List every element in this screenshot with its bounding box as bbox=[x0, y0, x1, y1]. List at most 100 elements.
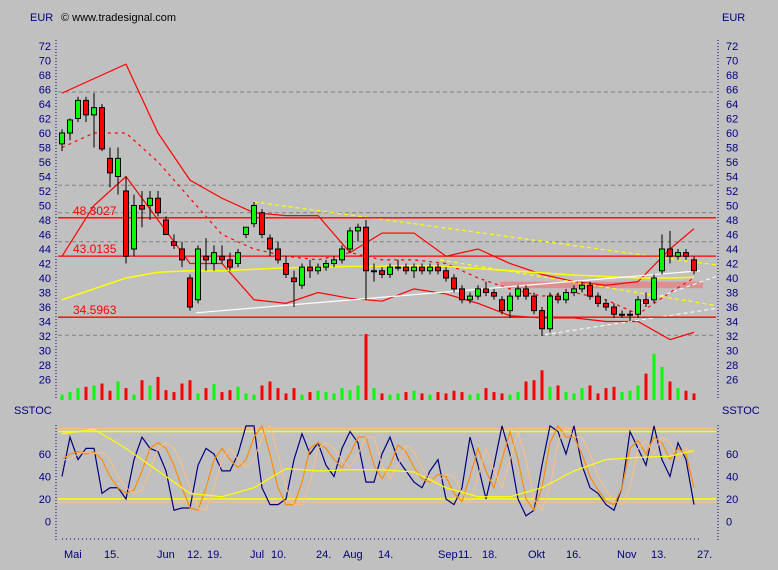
candle-body bbox=[571, 288, 577, 293]
time-tick-label: Jul bbox=[250, 549, 264, 561]
price-tick-label-right: 64 bbox=[726, 99, 738, 111]
candle-body bbox=[75, 99, 81, 119]
candle-body bbox=[539, 310, 545, 330]
candle-body bbox=[411, 266, 417, 272]
price-tick-label-left: 54 bbox=[39, 172, 51, 184]
price-tick-label-right: 42 bbox=[726, 259, 738, 271]
candle-body bbox=[379, 270, 385, 275]
volume-bar bbox=[212, 384, 216, 400]
time-tick-label: 14. bbox=[378, 549, 393, 561]
price-tick-label-right: 56 bbox=[726, 157, 738, 169]
candle-body bbox=[115, 157, 121, 177]
time-tick-label: 16. bbox=[566, 549, 581, 561]
volume-bar bbox=[364, 334, 368, 400]
candle-body bbox=[147, 197, 153, 206]
volume-bar bbox=[668, 381, 672, 400]
volume-bar bbox=[284, 393, 288, 400]
candle-body bbox=[187, 277, 193, 308]
candle-body bbox=[443, 270, 449, 279]
candle-body bbox=[587, 284, 593, 297]
time-tick-label: Aug bbox=[343, 549, 363, 561]
volume-bar bbox=[444, 393, 448, 400]
stoch-tick-label-right: 20 bbox=[726, 494, 738, 506]
volume-bar bbox=[132, 394, 136, 400]
price-tick-label-left: 60 bbox=[39, 128, 51, 140]
volume-bar bbox=[564, 392, 568, 400]
volume-bar bbox=[540, 370, 544, 400]
candle-body bbox=[579, 284, 585, 290]
candle-body bbox=[179, 248, 185, 261]
candle-body bbox=[499, 299, 505, 312]
volume-bar bbox=[116, 381, 120, 400]
price-tick-label-left: 38 bbox=[39, 288, 51, 300]
volume-bar bbox=[652, 353, 656, 400]
volume-bar bbox=[324, 392, 328, 400]
volume-bar bbox=[644, 373, 648, 400]
volume-bar bbox=[148, 385, 152, 400]
volume-bar bbox=[452, 390, 456, 400]
volume-bar bbox=[76, 388, 80, 400]
volume-bar bbox=[612, 386, 616, 400]
candle-body bbox=[139, 205, 145, 210]
stoch-tick-label-left: 20 bbox=[39, 494, 51, 506]
price-tick-label-left: 46 bbox=[39, 230, 51, 242]
volume-bar bbox=[380, 393, 384, 400]
volume-bar bbox=[68, 392, 72, 400]
price-tick-label-left: 50 bbox=[39, 201, 51, 213]
candle-body bbox=[643, 299, 649, 304]
volume-bar bbox=[276, 388, 280, 400]
price-tick-label-right: 62 bbox=[726, 114, 738, 126]
price-tick-label-right: 52 bbox=[726, 186, 738, 198]
candle-body bbox=[131, 205, 137, 250]
price-tick-label-left: 56 bbox=[39, 157, 51, 169]
volume-bar bbox=[348, 390, 352, 400]
price-tick-label-right: 30 bbox=[726, 346, 738, 358]
price-tick-label-right: 60 bbox=[726, 128, 738, 140]
volume-bar bbox=[588, 385, 592, 400]
volume-bar bbox=[60, 394, 64, 400]
volume-bar bbox=[220, 392, 224, 400]
candle-body bbox=[683, 252, 689, 257]
price-tick-label-left: 52 bbox=[39, 186, 51, 198]
level-label: 34.5963 bbox=[73, 303, 117, 317]
time-tick-label: 15. bbox=[104, 549, 119, 561]
candle-body bbox=[563, 292, 569, 301]
candle-body bbox=[195, 248, 201, 301]
price-tick-label-right: 40 bbox=[726, 273, 738, 285]
candle-body bbox=[675, 252, 681, 257]
volume-bar bbox=[628, 390, 632, 400]
price-tick-label-right: 50 bbox=[726, 201, 738, 213]
price-tick-label-left: 68 bbox=[39, 70, 51, 82]
volume-bar bbox=[492, 392, 496, 400]
currency-label-left: EUR bbox=[30, 12, 53, 24]
volume-bar bbox=[140, 380, 144, 400]
candle-body bbox=[403, 266, 409, 272]
candle-body bbox=[667, 248, 673, 257]
price-tick-label-left: 40 bbox=[39, 273, 51, 285]
volume-bar bbox=[260, 385, 264, 400]
candle-body bbox=[475, 288, 481, 297]
bollinger-upper-line bbox=[61, 63, 695, 286]
candle-body bbox=[243, 226, 249, 235]
price-tick-label-right: 70 bbox=[726, 56, 738, 68]
price-tick-label-left: 62 bbox=[39, 114, 51, 126]
price-tick-label-right: 36 bbox=[726, 302, 738, 314]
volume-bar bbox=[524, 381, 528, 400]
candle-body bbox=[331, 259, 337, 264]
copyright-text: © www.tradesignal.com bbox=[61, 12, 176, 24]
volume-bar bbox=[636, 385, 640, 400]
candle-body bbox=[267, 237, 273, 250]
volume-bar bbox=[500, 393, 504, 400]
time-tick-label: 24. bbox=[316, 549, 331, 561]
indicator-label-left: SSTOC bbox=[14, 405, 52, 417]
volume-bar bbox=[508, 394, 512, 400]
price-tick-label-right: 34 bbox=[726, 317, 738, 329]
volume-bar bbox=[308, 392, 312, 400]
candle-body bbox=[203, 255, 209, 261]
time-tick-label: Mai bbox=[64, 549, 82, 561]
volume-bar bbox=[244, 393, 248, 400]
candle-body bbox=[91, 107, 97, 116]
candle-body bbox=[611, 306, 617, 315]
price-tick-label-left: 28 bbox=[39, 360, 51, 372]
candle-body bbox=[395, 266, 401, 269]
